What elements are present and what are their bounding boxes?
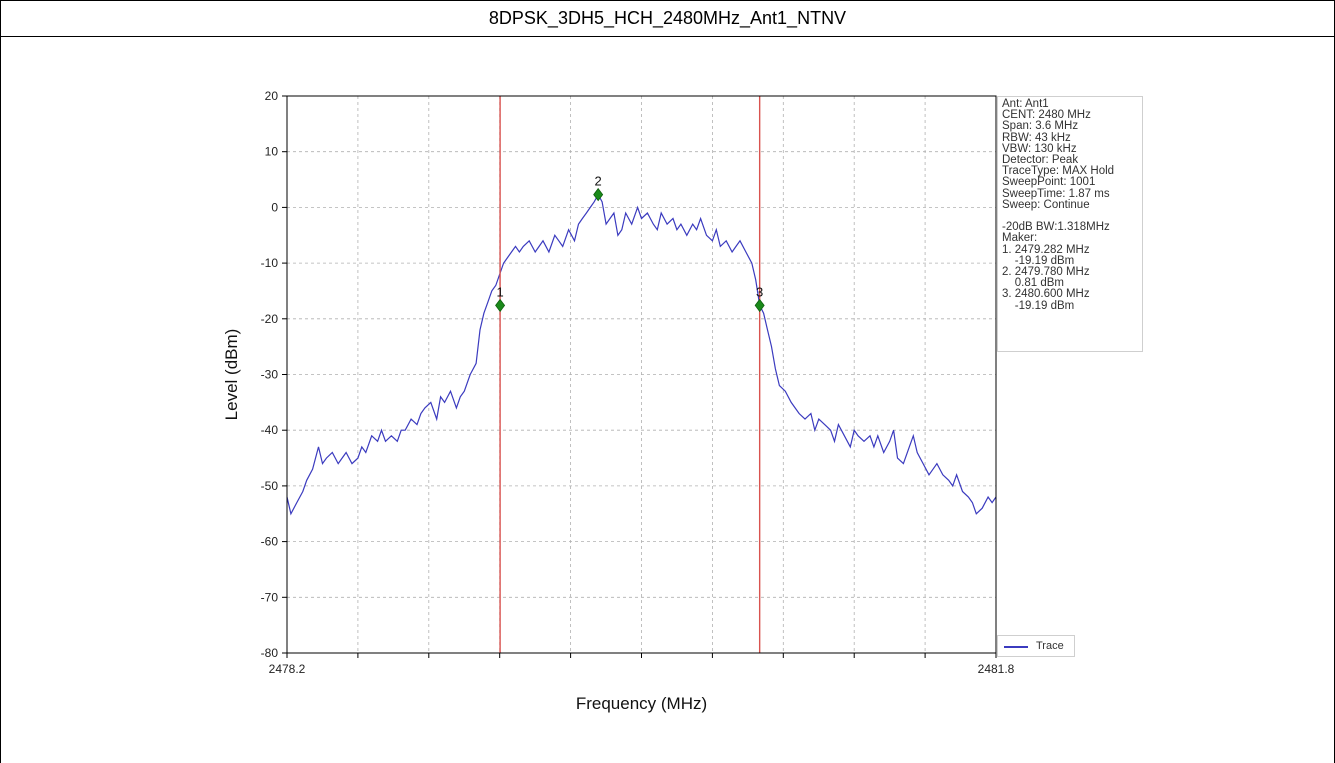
- x-tick-label: 2478.2: [269, 662, 306, 676]
- settings-info-box: Ant: Ant1 CENT: 2480 MHz Span: 3.6 MHz RBW:…: [997, 96, 1143, 352]
- marker-diamond: [495, 298, 506, 313]
- marker-label: 2: [595, 174, 602, 189]
- trace-line: [286, 193, 997, 516]
- y-tick-label: -70: [261, 590, 279, 604]
- axis-ticks: 20 10 0 -10 -20 -30 -40 -50 -60 -70 -80 2478.2 2481.…: [261, 89, 1015, 676]
- y-tick-label: -10: [261, 256, 279, 270]
- marker-label: 1: [496, 284, 503, 299]
- grid: [287, 96, 996, 653]
- trace-legend-label: Trace: [1036, 640, 1064, 652]
- x-axis-label: Frequency (MHz): [576, 694, 707, 713]
- info-line: 3. 2480.600 MHz: [1002, 288, 1090, 301]
- info-line: SweepPoint: 1001: [1002, 176, 1096, 189]
- y-tick-label: -80: [261, 646, 279, 660]
- info-line: Sweep: Continue: [1002, 198, 1090, 211]
- y-axis-label: Level (dBm): [222, 329, 241, 421]
- y-tick-label: 10: [265, 145, 279, 159]
- y-tick-label: -40: [261, 423, 279, 437]
- marker-diamond: [593, 187, 604, 202]
- y-tick-label: -30: [261, 368, 279, 382]
- trace-legend-swatch: [1004, 646, 1028, 648]
- y-tick-label: 20: [265, 89, 279, 103]
- marker-diamond: [754, 298, 765, 313]
- info-line: Maker:: [1002, 232, 1038, 245]
- y-tick-label: -20: [261, 312, 279, 326]
- info-line: TraceType: MAX Hold: [1002, 165, 1115, 178]
- info-line: VBW: 130 kHz: [1002, 142, 1077, 155]
- info-line: -19.19 dBm: [1002, 254, 1075, 267]
- trace-legend: Trace: [997, 635, 1075, 657]
- y-tick-label: 0: [271, 200, 278, 214]
- info-line: 2. 2479.780 MHz: [1002, 266, 1090, 279]
- x-tick-label: 2481.8: [978, 662, 1015, 676]
- info-line: Span: 3.6 MHz: [1002, 120, 1079, 133]
- limit-lines: [499, 96, 761, 653]
- marker-label: 3: [756, 284, 763, 299]
- figure-title: 8DPSK_3DH5_HCH_2480MHz_Ant1_NTNV: [0, 0, 1335, 37]
- info-line: -20dB BW:1.318MHz: [1002, 221, 1110, 234]
- info-line: -19.19 dBm: [1002, 299, 1075, 312]
- info-line: Detector: Peak: [1002, 154, 1079, 167]
- y-tick-label: -60: [261, 535, 279, 549]
- info-line: 1. 2479.282 MHz: [1002, 243, 1090, 256]
- info-line: Ant: Ant1: [1002, 98, 1049, 110]
- info-line: RBW: 43 kHz: [1002, 131, 1071, 144]
- info-line: CENT: 2480 MHz: [1002, 109, 1091, 122]
- info-line: 0.81 dBm: [1002, 277, 1065, 290]
- markers: 1 2 3: [495, 174, 765, 313]
- trace-series: [286, 193, 997, 516]
- y-tick-label: -50: [261, 479, 279, 493]
- info-line: SweepTime: 1.87 ms: [1002, 187, 1110, 200]
